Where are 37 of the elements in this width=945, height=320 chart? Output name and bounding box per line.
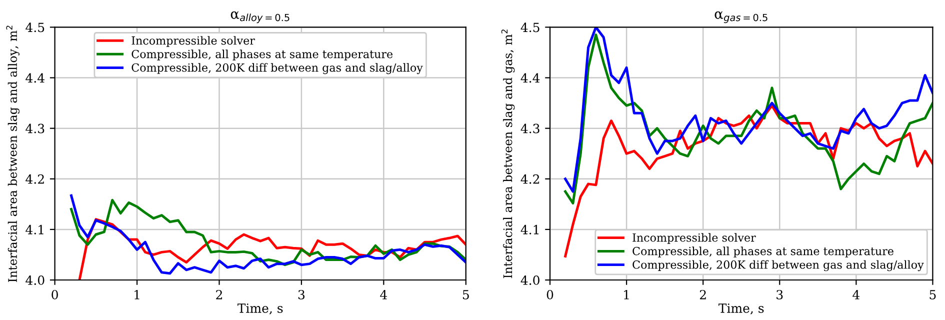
legend-label: Incompressible solver bbox=[132, 36, 255, 47]
x-tick-label: 5 bbox=[930, 290, 936, 300]
y-tick-label: 4.2 bbox=[26, 174, 44, 184]
legend-label: Compressible, 200K diff between gas and slag/alloy bbox=[132, 63, 423, 74]
y-tick-label: 4.1 bbox=[26, 224, 44, 234]
x-tick-label: 4 bbox=[852, 290, 860, 300]
x-tick-label: 3 bbox=[298, 290, 305, 300]
y-tick-label: 4.4 bbox=[26, 73, 44, 83]
legend-label: Compressible, all phases at same temperature bbox=[632, 246, 894, 258]
chart-title: α$_{alloy=0.5}$ bbox=[230, 11, 290, 24]
y-tick-label: 4.3 bbox=[520, 124, 540, 134]
legend-label: Incompressible solver bbox=[632, 233, 756, 244]
x-tick-label: 1 bbox=[134, 290, 140, 300]
x-tick-label: 1 bbox=[624, 290, 629, 300]
x-tick-label: 2 bbox=[700, 290, 706, 300]
legend-label: Compressible, all phases at same temperature bbox=[132, 50, 393, 60]
y-tick-label: 4.0 bbox=[520, 275, 540, 285]
x-tick-label: 0 bbox=[52, 290, 58, 300]
y-tick-label: 4.5 bbox=[26, 22, 44, 32]
y-tick-label: 4.3 bbox=[26, 124, 44, 134]
x-tick-label: 5 bbox=[462, 290, 469, 300]
chart-title: α$_{gas=0.5}$ bbox=[714, 11, 768, 24]
x-tick-label: 3 bbox=[776, 290, 783, 300]
y-tick-label: 4.1 bbox=[520, 224, 538, 234]
x-axis-title: Time, s bbox=[718, 304, 764, 314]
y-tick-label: 4.0 bbox=[26, 275, 44, 285]
legend-label: Compressible, 200K diff between gas and slag/alloy bbox=[632, 260, 924, 272]
y-tick-label: 4.4 bbox=[520, 73, 540, 83]
x-tick-label: 2 bbox=[216, 290, 222, 300]
y-axis-title: Interfacial area between slag and gas, m$^{2}$ bbox=[501, 30, 515, 278]
line-series bbox=[70, 194, 466, 275]
x-axis-title: Time, s bbox=[237, 304, 283, 314]
x-tick-label: 0 bbox=[546, 290, 554, 300]
x-tick-label: 4 bbox=[380, 290, 388, 300]
y-axis-title: Interfacial area between slag and alloy, m$^{2}$ bbox=[6, 26, 20, 282]
y-tick-label: 4.2 bbox=[520, 174, 540, 184]
y-tick-label: 4.5 bbox=[520, 22, 540, 32]
